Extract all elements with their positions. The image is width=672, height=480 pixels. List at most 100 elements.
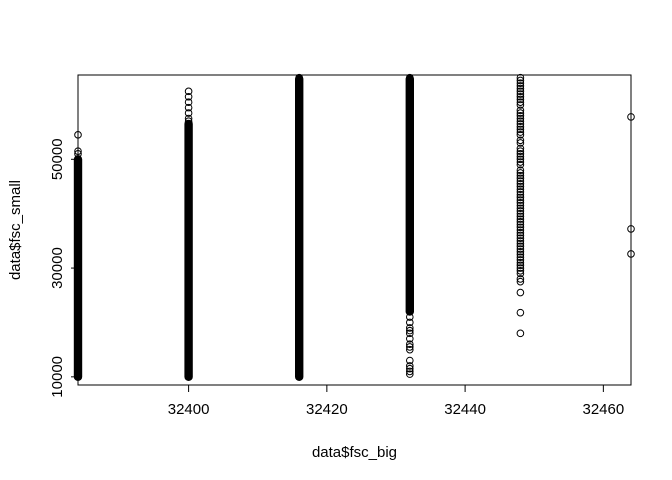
data-point	[516, 84, 525, 93]
data-point	[184, 87, 193, 96]
data-point	[406, 370, 414, 378]
data-point	[516, 220, 525, 229]
data-point	[516, 204, 525, 213]
data-point	[516, 166, 525, 174]
y-tick-label: 50000	[49, 138, 66, 180]
data-point	[516, 122, 525, 131]
data-point	[295, 372, 304, 381]
data-point	[74, 150, 82, 158]
data-point	[516, 258, 525, 267]
data-point	[516, 329, 525, 338]
data-point	[516, 209, 525, 218]
data-point	[516, 234, 525, 242]
data-point	[516, 150, 525, 158]
data-point	[295, 367, 304, 376]
data-point	[516, 215, 525, 223]
data-point	[406, 340, 414, 349]
data-point	[516, 98, 525, 106]
plot-frame	[77, 74, 632, 386]
data-point	[516, 177, 525, 185]
data-point	[516, 117, 525, 126]
data-point	[184, 109, 193, 117]
data-point	[516, 188, 525, 196]
data-point	[516, 269, 525, 278]
data-point	[516, 174, 525, 183]
x-axis-label: data$fsc_big	[312, 444, 397, 461]
data-point	[516, 218, 525, 226]
data-point	[516, 182, 525, 191]
data-point	[184, 98, 193, 106]
data-point	[627, 113, 635, 121]
data-point	[516, 160, 525, 169]
data-point	[516, 264, 525, 272]
data-point	[516, 190, 525, 199]
x-tick-label: 32420	[306, 401, 348, 418]
data-point	[516, 109, 525, 117]
data-point	[516, 171, 525, 180]
data-point	[516, 212, 525, 221]
data-point	[406, 356, 414, 365]
data-point	[516, 196, 525, 204]
data-point	[516, 82, 525, 90]
data-point	[406, 343, 414, 351]
data-point	[406, 334, 414, 343]
data-point	[516, 131, 525, 139]
data-point	[516, 237, 525, 245]
data-point	[516, 247, 525, 256]
data-point	[516, 179, 525, 188]
data-point	[516, 250, 525, 259]
dense-point-band	[184, 119, 193, 382]
y-axis: 10000 30000 50000	[49, 138, 79, 398]
data-point	[516, 106, 525, 115]
data-point	[184, 92, 193, 101]
data-point	[516, 139, 525, 147]
x-axis: 32400 32420 32440 32460	[168, 384, 624, 418]
data-point	[516, 90, 525, 98]
data-point	[295, 73, 304, 82]
data-point	[184, 367, 193, 376]
x-tick-label: 32440	[444, 401, 486, 418]
points-layer	[73, 73, 635, 382]
y-tick-label: 30000	[49, 247, 66, 289]
data-point	[516, 76, 525, 85]
data-point	[516, 261, 525, 270]
data-point	[295, 76, 304, 85]
data-point	[406, 326, 414, 335]
data-point	[516, 169, 525, 177]
data-point	[295, 362, 304, 370]
data-point	[516, 201, 525, 210]
data-point	[516, 277, 525, 286]
data-point	[516, 228, 525, 237]
data-point	[516, 275, 525, 283]
data-point	[74, 131, 82, 139]
data-point	[516, 92, 525, 101]
data-point	[516, 114, 525, 123]
data-point	[516, 147, 525, 155]
data-point	[184, 362, 193, 370]
data-point	[516, 120, 525, 128]
data-point	[406, 324, 414, 332]
data-point	[516, 101, 525, 109]
data-point	[516, 155, 525, 164]
data-point	[516, 152, 525, 161]
data-point	[184, 372, 193, 381]
data-point	[516, 136, 525, 145]
data-point	[516, 128, 525, 136]
data-point	[516, 185, 525, 194]
data-point	[516, 73, 525, 82]
dense-point-band	[295, 74, 304, 382]
x-tick-label: 32460	[582, 401, 624, 418]
data-point	[516, 256, 525, 264]
dense-point-band	[405, 74, 414, 316]
data-point	[74, 147, 82, 155]
data-point	[516, 308, 525, 317]
x-tick-label: 32400	[168, 401, 210, 418]
data-point	[406, 73, 414, 82]
data-point	[516, 111, 525, 120]
data-point	[406, 367, 414, 376]
data-point	[516, 87, 525, 96]
data-point	[516, 266, 525, 275]
data-point	[184, 117, 193, 126]
data-point	[516, 223, 525, 232]
